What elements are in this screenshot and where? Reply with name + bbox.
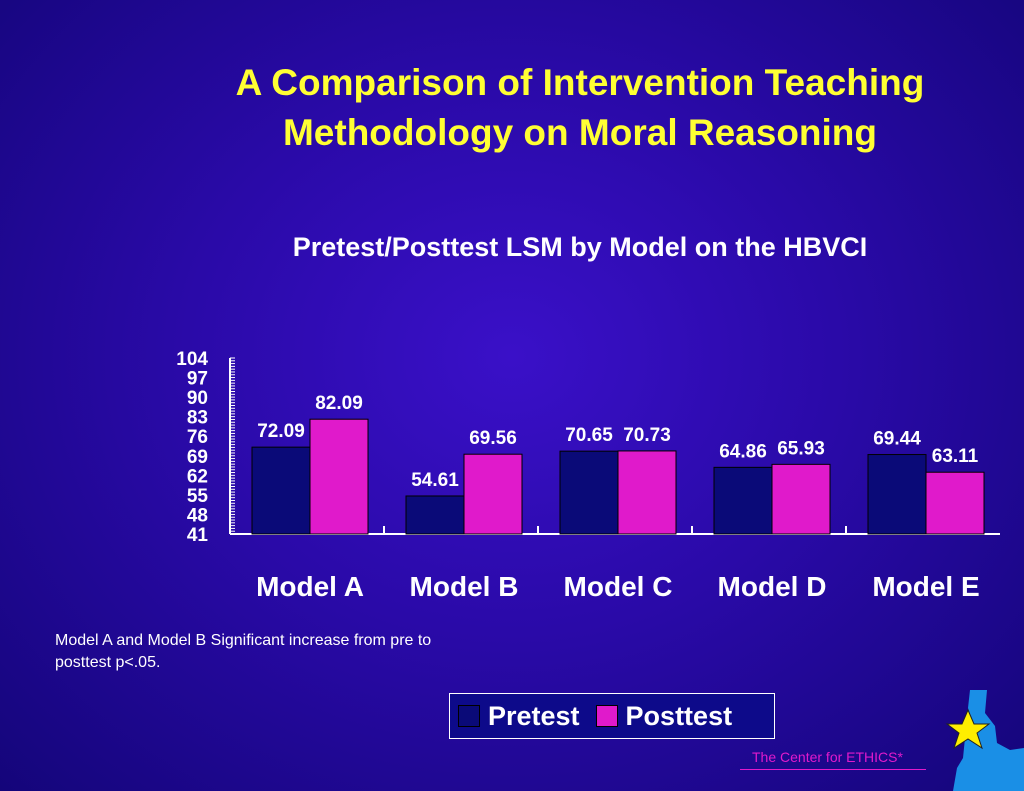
posttest-bar bbox=[309, 418, 369, 535]
pretest-value-label: 69.44 bbox=[873, 429, 921, 450]
footer-org-name: The Center for ETHICS* bbox=[752, 749, 903, 765]
legend-item-posttest: Posttest bbox=[595, 700, 733, 732]
pretest-bar bbox=[559, 450, 619, 535]
chart-labels: 72.09 82.09 Model A 54.61 69.56 Model B 70.65 7… bbox=[256, 393, 980, 602]
category-label: Model A bbox=[256, 571, 364, 602]
posttest-bar bbox=[463, 453, 523, 535]
state-outline-with-star-icon bbox=[945, 690, 1024, 791]
posttest-value-label: 82.09 bbox=[315, 393, 363, 414]
chart-title: Pretest/Posttest LSM by Model on the HBV… bbox=[292, 232, 868, 262]
star-icon bbox=[945, 708, 991, 750]
footer-underline bbox=[740, 769, 926, 770]
y-tick-label: 97 bbox=[187, 369, 208, 390]
posttest-value-label: 70.73 bbox=[623, 425, 671, 446]
y-tick-label: 69 bbox=[187, 447, 208, 468]
chart-bars bbox=[251, 418, 985, 535]
category-label: Model E bbox=[872, 571, 979, 602]
legend-label-posttest: Posttest bbox=[625, 700, 733, 731]
significance-note: Model A and Model B Significant increase… bbox=[55, 632, 432, 671]
legend-swatch-posttest bbox=[595, 705, 618, 727]
pretest-bar bbox=[867, 454, 927, 535]
pretest-value-label: 72.09 bbox=[257, 421, 305, 442]
chart-legend: Pretest Posttest bbox=[449, 693, 775, 739]
pretest-value-label: 70.65 bbox=[565, 425, 613, 446]
y-tick-label: 90 bbox=[187, 388, 208, 409]
slide-title: A Comparison of Intervention Teaching Me… bbox=[235, 62, 925, 153]
pretest-bar bbox=[713, 466, 773, 535]
category-label: Model B bbox=[410, 571, 519, 602]
posttest-value-label: 63.11 bbox=[932, 446, 979, 467]
posttest-value-label: 65.93 bbox=[777, 438, 825, 459]
posttest-value-label: 69.56 bbox=[469, 428, 517, 449]
posttest-bar bbox=[617, 450, 677, 535]
y-tick-label: 76 bbox=[187, 427, 208, 448]
y-tick-label: 62 bbox=[187, 466, 208, 487]
posttest-bar bbox=[771, 463, 831, 535]
y-tick-label: 83 bbox=[187, 408, 208, 429]
y-tick-label: 41 bbox=[187, 525, 209, 546]
pretest-bar bbox=[405, 495, 465, 535]
category-label: Model C bbox=[564, 571, 673, 602]
legend-swatch-pretest bbox=[458, 705, 480, 727]
posttest-bar bbox=[925, 471, 985, 535]
pretest-value-label: 64.86 bbox=[719, 441, 767, 462]
category-label: Model D bbox=[718, 571, 827, 602]
pretest-bar bbox=[251, 446, 311, 535]
y-tick-label: 104 bbox=[176, 349, 208, 370]
y-tick-label: 55 bbox=[187, 486, 209, 507]
legend-item-pretest: Pretest bbox=[458, 701, 580, 732]
pretest-value-label: 54.61 bbox=[411, 470, 459, 491]
legend-label-pretest: Pretest bbox=[488, 700, 580, 731]
y-tick-label: 48 bbox=[187, 505, 208, 526]
